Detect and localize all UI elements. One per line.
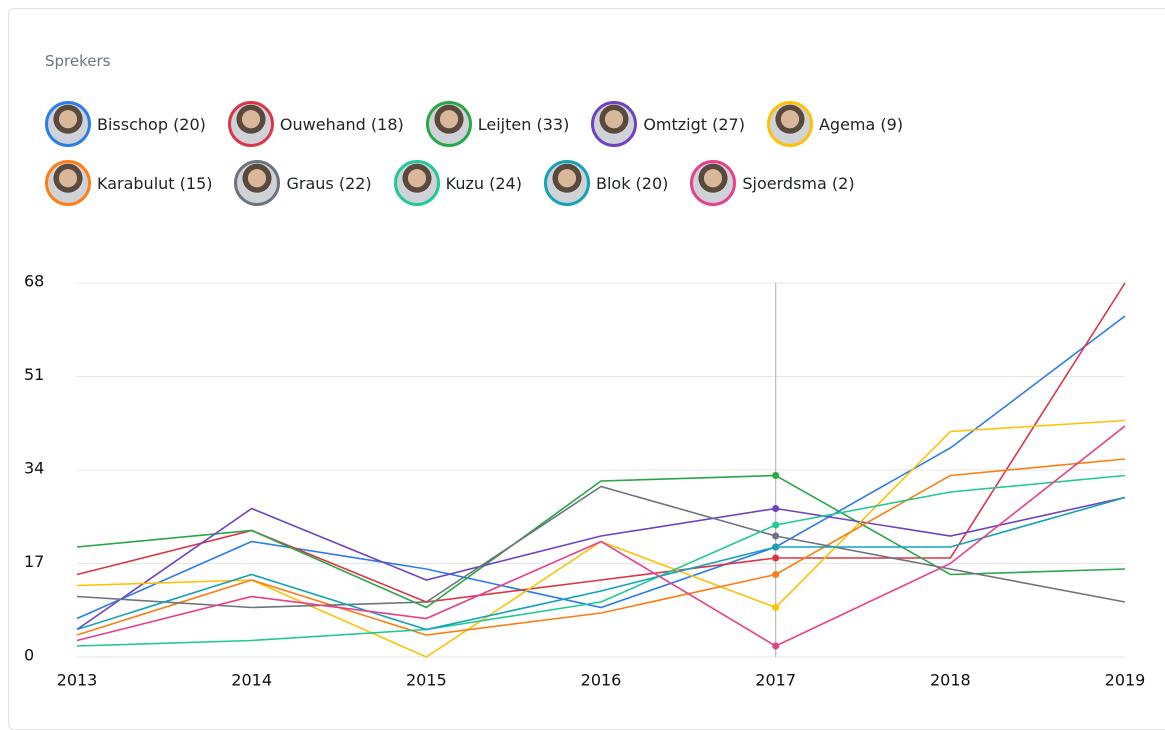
y-tick-label: 0: [24, 646, 34, 665]
x-tick-label: 2013: [57, 671, 98, 690]
hover-point: [772, 522, 779, 529]
series-line: [77, 283, 1125, 602]
y-tick-label: 68: [24, 272, 44, 291]
x-tick-label: 2019: [1105, 671, 1146, 690]
page: Sprekers Bisschop (20)Ouwehand (18)Leijt…: [0, 0, 1165, 699]
hover-point: [772, 472, 779, 479]
series-line: [77, 316, 1125, 619]
y-tick-label: 17: [24, 552, 44, 571]
hover-point: [772, 555, 779, 562]
series-line: [77, 487, 1125, 608]
series-line: [77, 459, 1125, 635]
series-line: [77, 476, 1125, 647]
series-line: [77, 421, 1125, 658]
hover-point: [772, 643, 779, 650]
x-tick-label: 2015: [406, 671, 447, 690]
hover-point: [772, 571, 779, 578]
hover-point: [772, 604, 779, 611]
x-tick-label: 2017: [755, 671, 796, 690]
chart: 0 17 34 51 68 2013 2014 2015 2016 2017 2018 2019: [0, 0, 1165, 699]
hover-point: [772, 533, 779, 540]
y-tick-label: 51: [24, 365, 44, 384]
hover-point: [772, 544, 779, 551]
hover-point: [772, 505, 779, 512]
x-tick-label: 2014: [231, 671, 272, 690]
x-tick-label: 2016: [581, 671, 622, 690]
x-tick-label: 2018: [930, 671, 971, 690]
y-tick-label: 34: [24, 459, 44, 478]
